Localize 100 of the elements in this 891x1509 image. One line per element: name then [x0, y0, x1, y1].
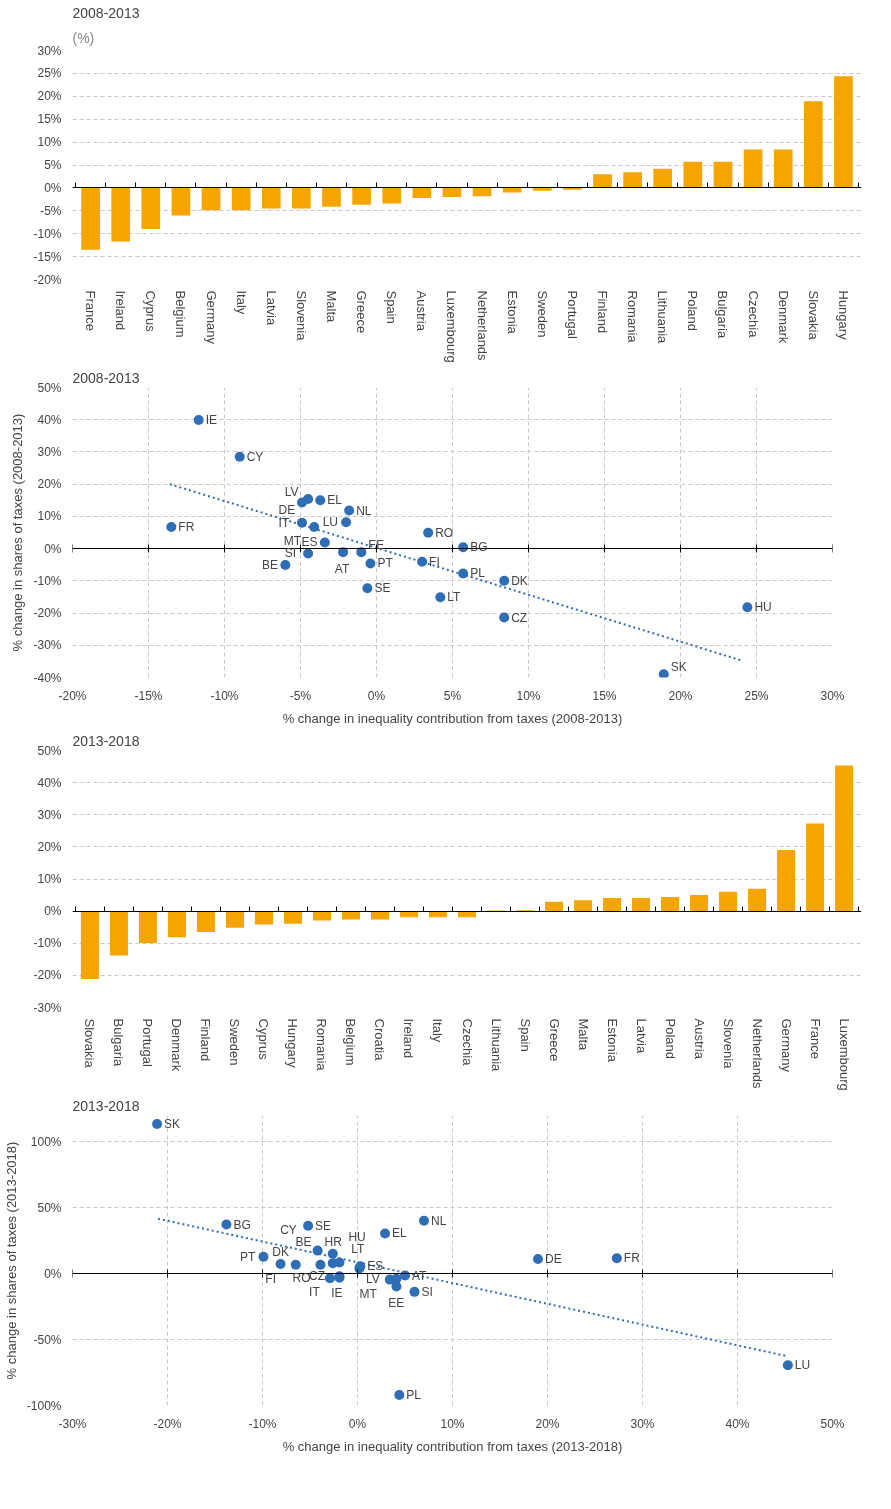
x-tick-label: 0%: [348, 1416, 367, 1431]
annotation: NL: [356, 503, 372, 518]
annotation: CY: [246, 449, 264, 464]
bar: [225, 911, 244, 928]
annotation: PT: [377, 556, 394, 571]
x-tick-label: Lithuania: [488, 1018, 504, 1073]
annotation: DE: [278, 502, 296, 517]
y-axis-title: % change in shares of taxes (2008-2013): [10, 413, 26, 652]
annotation: RO: [292, 1271, 311, 1286]
point: [499, 575, 510, 586]
point: [327, 1258, 338, 1269]
x-tick-label: Luxembourg: [444, 290, 460, 363]
y-tick-label: -30%: [33, 1000, 62, 1015]
bar: [683, 161, 703, 188]
x-tick-label: Croatia: [372, 1018, 388, 1062]
annotation: DK: [511, 573, 528, 588]
annotation: IE: [331, 1286, 343, 1301]
y-tick-label: 15%: [37, 112, 62, 127]
bar: [835, 765, 854, 912]
x-tick-label: Slovakia: [82, 1018, 98, 1069]
x-tick-label: 0%: [367, 688, 386, 703]
annotation: FI: [265, 1271, 277, 1286]
point: [782, 1360, 793, 1371]
annotation: EE: [388, 1296, 405, 1311]
y-tick-label: -30%: [33, 638, 62, 653]
bar: [603, 897, 622, 912]
annotation: LT: [447, 590, 462, 605]
point: [499, 612, 510, 623]
x-tick-label: 25%: [744, 688, 769, 703]
bar: [167, 911, 186, 938]
annotation: MT: [283, 534, 302, 549]
x-tick-label: Netherlands: [749, 1018, 765, 1090]
annotation: EL: [327, 493, 343, 508]
x-tick-label: -20%: [58, 688, 87, 703]
point: [324, 1273, 335, 1284]
y-tick-label: 20%: [37, 89, 62, 104]
point: [391, 1281, 402, 1292]
y-tick-label: 20%: [37, 477, 62, 492]
y-tick-label: 0%: [44, 180, 62, 195]
x-tick-label: Greece: [546, 1018, 562, 1062]
y-tick-label: -20%: [33, 606, 62, 621]
text: (%): [72, 29, 95, 46]
point: [458, 568, 469, 579]
point: [338, 547, 349, 558]
x-tick-label: 15%: [592, 688, 617, 703]
annotation: MT: [359, 1286, 378, 1301]
annotation: IT: [278, 515, 290, 530]
bar: [382, 187, 402, 204]
x-tick-label: Hungary: [835, 290, 851, 341]
y-tick-label: 50%: [37, 743, 62, 758]
annotation: BE: [261, 558, 278, 573]
annotation: IT: [309, 1284, 321, 1299]
point: [297, 517, 308, 528]
bar: [623, 172, 642, 188]
x-tick-label: Portugal: [140, 1018, 156, 1068]
point: [742, 602, 753, 613]
bar: [109, 911, 128, 956]
annotation: PL: [406, 1387, 422, 1402]
bar: [322, 187, 341, 207]
x-axis-title: % change in inequality contribution from taxes (2008-2013): [282, 710, 623, 726]
bar: [632, 897, 651, 912]
point: [533, 1254, 543, 1265]
bar: [171, 187, 191, 216]
point: [166, 522, 177, 533]
annotation: FI: [429, 554, 440, 569]
bar: [690, 895, 709, 912]
bar: [111, 187, 131, 242]
point: [221, 1219, 232, 1230]
point: [234, 451, 245, 462]
annotation: LU: [794, 1358, 811, 1373]
x-tick-label: Poland: [685, 290, 701, 331]
annotation: DK: [272, 1245, 290, 1260]
annotation: SE: [374, 581, 391, 596]
x-tick-label: 5%: [443, 688, 462, 703]
point: [658, 669, 669, 678]
x-tick-label: Belgium: [173, 290, 189, 338]
y-tick-label: -5%: [40, 203, 62, 218]
bar: [773, 149, 793, 188]
y-tick-label: -10%: [33, 936, 62, 951]
point: [315, 495, 326, 506]
y-tick-label: 10%: [37, 872, 62, 886]
x-tick-label: Estonia: [604, 1018, 620, 1063]
bar: [261, 187, 281, 209]
annotation: CZ: [309, 1269, 326, 1284]
x-tick-label: Italy: [430, 1018, 446, 1043]
bar: [806, 823, 825, 912]
x-tick-label: Cyprus: [143, 290, 159, 333]
x-tick-label: Germany: [203, 290, 219, 345]
x-tick-label: Greece: [354, 290, 370, 334]
x-tick-label: 40%: [725, 1416, 750, 1431]
x-tick-label: Austria: [691, 1018, 707, 1060]
x-tick-label: Czechia: [459, 1018, 475, 1067]
x-tick-label: Ireland: [401, 1018, 417, 1059]
annotation: IE: [205, 413, 217, 428]
bar: [743, 149, 763, 188]
y-tick-label: 50%: [37, 380, 62, 395]
x-tick-label: -20%: [153, 1416, 182, 1431]
x-tick-label: Hungary: [285, 1018, 301, 1069]
y-tick-label: -40%: [33, 670, 62, 685]
annotation: SI: [421, 1284, 433, 1299]
